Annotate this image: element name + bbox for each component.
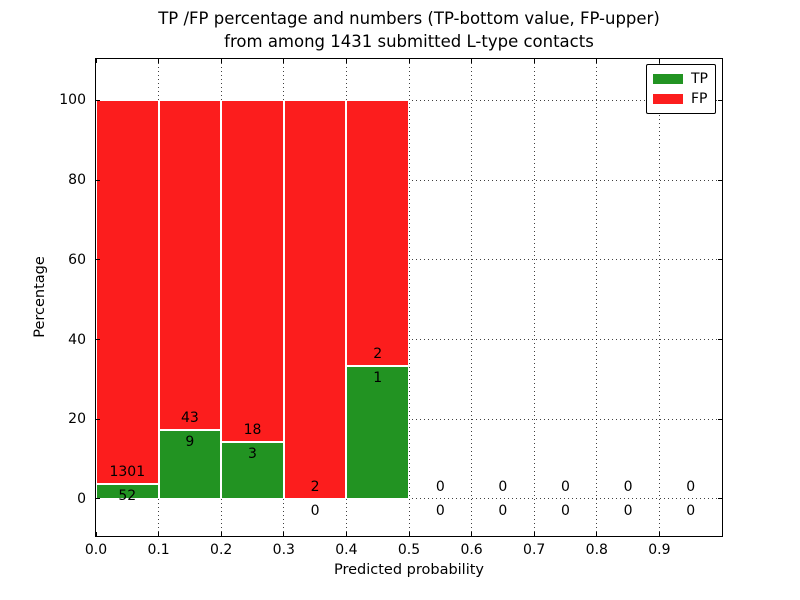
y-tick-mark: [96, 99, 100, 101]
gridline-vertical: [658, 59, 660, 536]
x-tick-mark: [95, 532, 97, 536]
x-tick-mark: [408, 532, 410, 536]
x-tick-label: 0.7: [523, 542, 546, 558]
x-tick-mark: [471, 532, 473, 536]
fp-bar-segment: [96, 100, 159, 484]
tp-count-label: 0: [561, 502, 570, 519]
tp-legend-swatch-icon: [653, 74, 683, 85]
tp-legend-label: TP: [691, 71, 708, 88]
tp-bar-segment: [221, 441, 284, 499]
chart-title-line-1: TP /FP percentage and numbers (TP-bottom…: [158, 9, 660, 28]
x-tick-mark: [596, 59, 598, 63]
gridline-vertical: [533, 59, 535, 536]
x-tick-mark: [220, 532, 222, 536]
fp-count-label: 0: [435, 478, 445, 495]
y-tick-label: 60: [68, 251, 86, 268]
x-tick-mark: [533, 532, 535, 536]
tp-count-label: 0: [498, 502, 508, 519]
fp-bar-segment: [283, 100, 347, 499]
y-tick-mark: [718, 498, 722, 500]
x-tick-mark: [283, 59, 285, 63]
tp-bar-segment: [346, 366, 409, 499]
y-tick-label: 20: [68, 411, 86, 428]
x-tick-mark: [533, 59, 535, 63]
x-tick-mark: [158, 532, 160, 536]
x-tick-label: 0.1: [147, 542, 170, 558]
y-tick-label: 0: [77, 490, 86, 507]
x-tick-mark: [283, 532, 285, 536]
x-tick-label: 0.5: [397, 542, 421, 558]
y-tick-mark: [718, 418, 722, 420]
fp-count-label: 2: [310, 478, 320, 495]
y-tick-mark: [718, 339, 722, 341]
x-tick-label: 0.8: [585, 542, 608, 558]
tp-count-label: 9: [185, 433, 195, 450]
tp-count-label: 52: [118, 487, 137, 504]
legend: TP FP: [646, 64, 716, 114]
tp-count-label: 1: [373, 370, 383, 387]
fp-count-label: 1301: [109, 463, 146, 480]
chart-title-line-2: from among 1431 submitted L-type contact…: [224, 32, 594, 51]
fp-bar-segment: [346, 100, 409, 367]
x-tick-mark: [408, 59, 410, 63]
x-tick-mark: [658, 532, 660, 536]
x-tick-mark: [471, 59, 473, 63]
x-axis-title: Predicted probability: [333, 562, 485, 578]
fp-legend-swatch-icon: [653, 93, 683, 104]
x-tick-mark: [158, 59, 160, 63]
tp-count-label: 0: [310, 502, 320, 519]
x-tick-label: 0.3: [272, 542, 295, 558]
fp-count-label: 2: [373, 346, 383, 363]
y-tick-mark: [96, 418, 100, 420]
gridline-vertical: [596, 59, 598, 536]
x-tick-mark: [345, 59, 347, 63]
tp-bar-segment: [96, 483, 159, 499]
y-tick-label: 40: [68, 331, 86, 348]
tp-bar-segment: [158, 429, 222, 499]
fp-count-label: 0: [561, 478, 570, 495]
legend-item-tp: TP: [653, 72, 709, 86]
y-tick-mark: [96, 259, 100, 261]
tp-count-label: 0: [435, 502, 445, 519]
y-tick-mark: [718, 259, 722, 261]
y-tick-mark: [718, 99, 722, 101]
fp-bar-segment: [221, 100, 284, 442]
y-tick-label: 100: [59, 92, 86, 109]
y-tick-mark: [96, 179, 100, 181]
fp-count-label: 43: [180, 410, 199, 426]
y-tick-mark: [96, 498, 100, 500]
x-tick-mark: [345, 532, 347, 536]
tp-count-label: 0: [623, 502, 633, 519]
tp-count-label: 0: [686, 502, 696, 519]
legend-item-fp: FP: [653, 92, 709, 106]
gridline-vertical: [471, 59, 473, 536]
x-tick-label: 0.4: [335, 542, 358, 558]
x-tick-label: 0.9: [648, 542, 671, 558]
x-tick-mark: [596, 532, 598, 536]
y-tick-mark: [96, 339, 100, 341]
fp-count-label: 0: [686, 478, 696, 495]
fp-count-label: 0: [498, 478, 508, 495]
x-tick-label: 0.6: [460, 542, 483, 558]
x-tick-label: 0.2: [210, 542, 233, 558]
fp-bar-segment: [158, 100, 222, 430]
x-tick-mark: [95, 59, 97, 63]
x-tick-label: 0.0: [84, 542, 108, 558]
fp-count-label: 18: [243, 422, 262, 439]
y-tick-mark: [718, 179, 722, 181]
y-tick-label: 80: [68, 172, 86, 189]
tp-count-label: 3: [248, 445, 257, 462]
x-tick-mark: [658, 59, 660, 63]
gridline-vertical: [408, 59, 410, 536]
x-tick-mark: [220, 59, 222, 63]
fp-legend-label: FP: [691, 90, 708, 107]
plot-area: 1301 52 43 9 18 3 2 0 2 1 0 0 0 0 0 0 0 0 0 0: [95, 58, 723, 537]
fp-count-label: 0: [623, 478, 633, 495]
